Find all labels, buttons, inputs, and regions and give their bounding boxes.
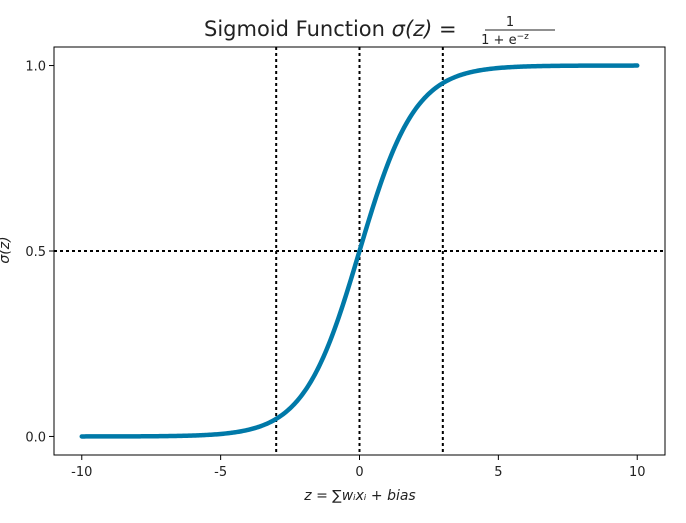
x-axis-label: z = ∑wᵢxᵢ + bias [303, 488, 415, 504]
chart-title: Sigmoid Function σ(z) = 1 1 + e−z [204, 15, 555, 48]
x-tick-label: -10 [71, 465, 92, 480]
sigmoid-curve [79, 63, 640, 439]
x-tick-label: 5 [494, 465, 502, 480]
y-tick-label: 0.5 [25, 245, 46, 260]
y-tick-label: 1.0 [25, 60, 46, 75]
y-tick-label: 0.0 [25, 430, 46, 445]
y-axis-label: σ(z) [0, 236, 13, 263]
x-tick-label: 10 [629, 465, 646, 480]
title-text: Sigmoid Function σ(z) = [204, 17, 457, 41]
title-denominator: 1 + e−z [481, 32, 529, 48]
x-tick-label: 0 [355, 465, 363, 480]
x-tick-label: -5 [214, 465, 227, 480]
title-numerator: 1 [506, 15, 514, 30]
